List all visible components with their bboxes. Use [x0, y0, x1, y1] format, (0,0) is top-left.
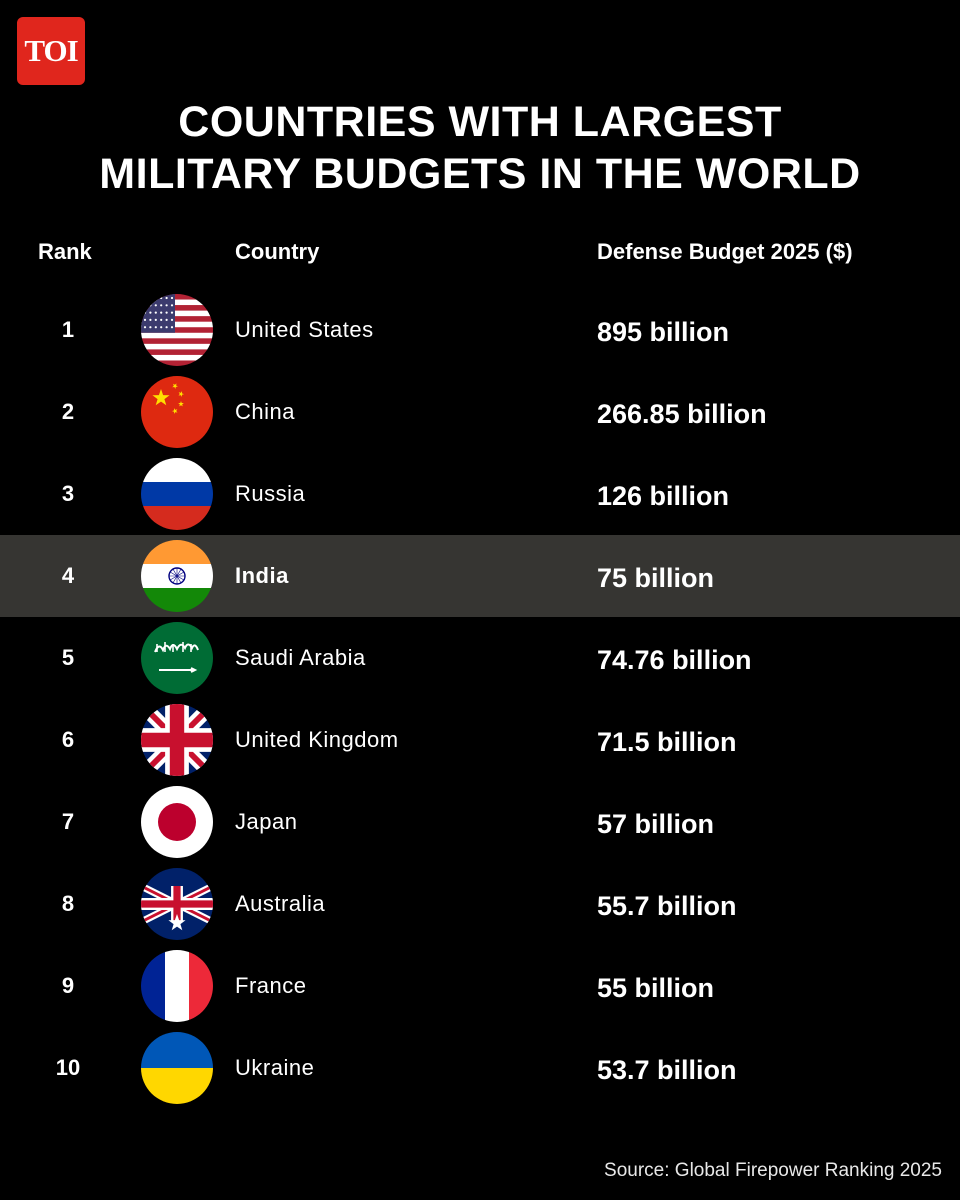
table-row: 3 Russia 126 billion — [0, 453, 960, 535]
table-row: 9 France 55 billion — [0, 945, 960, 1027]
japan-flag-icon — [141, 786, 213, 858]
russia-flag-icon — [141, 458, 213, 530]
budget-cell: 895 billion — [597, 316, 730, 347]
table-row: 5 Saudi Arabia 74.76 billion — [0, 617, 960, 699]
uk-flag-icon — [141, 704, 213, 776]
rank-cell: 5 — [61, 645, 75, 670]
table-row: 1 United States 895 billion — [0, 289, 960, 371]
rank-cell: 3 — [61, 481, 75, 506]
ukraine-flag-icon — [141, 1032, 213, 1104]
table-row: 8 Australia 55.7 billion — [0, 863, 960, 945]
budget-cell: 55.7 billion — [597, 890, 737, 921]
country-cell: Ukraine — [235, 1055, 315, 1080]
country-cell: Saudi Arabia — [235, 645, 366, 670]
australia-flag-icon — [141, 868, 213, 940]
rank-cell: 7 — [61, 809, 75, 834]
country-cell: Japan — [235, 809, 298, 834]
title-line-1: COUNTRIES WITH LARGEST — [178, 98, 782, 146]
title-line-2: MILITARY BUDGETS IN THE WORLD — [99, 150, 861, 198]
country-cell: China — [235, 399, 295, 424]
budget-cell: 57 billion — [597, 808, 715, 839]
rank-cell: 6 — [61, 727, 75, 752]
table-row: 6 United Kingdom 71.5 billion — [0, 699, 960, 781]
source-note: Source: Global Firepower Ranking 2025 — [604, 1160, 942, 1181]
page-title: COUNTRIES WITH LARGEST MILITARY BUDGETS … — [0, 96, 960, 200]
budget-cell: 53.7 billion — [597, 1054, 737, 1085]
rank-cell: 2 — [61, 399, 75, 424]
column-header-country: Country — [235, 239, 320, 264]
china-flag-icon — [141, 376, 213, 448]
rank-cell: 9 — [61, 973, 75, 998]
budget-cell: 55 billion — [597, 972, 715, 1003]
budget-cell: 74.76 billion — [597, 644, 752, 675]
country-cell: Russia — [235, 481, 306, 506]
budget-cell: 75 billion — [597, 562, 715, 593]
budget-cell: 126 billion — [597, 480, 730, 511]
country-cell: India — [235, 563, 289, 588]
country-cell: United States — [235, 317, 374, 342]
france-flag-icon — [141, 950, 213, 1022]
column-header-budget: Defense Budget 2025 ($) — [597, 239, 853, 264]
rank-cell: 10 — [55, 1055, 81, 1080]
india-flag-icon — [141, 540, 213, 612]
table-row: 7 Japan 57 billion — [0, 781, 960, 863]
us-flag-icon — [141, 294, 213, 366]
budget-cell: 71.5 billion — [597, 726, 737, 757]
rank-cell: 8 — [61, 891, 75, 916]
budget-cell: 266.85 billion — [597, 398, 767, 429]
table-row: 4 India 75 billion — [0, 535, 960, 617]
rank-cell: 1 — [61, 317, 75, 342]
country-cell: France — [235, 973, 307, 998]
table-row: 10 Ukraine 53.7 billion — [0, 1027, 960, 1109]
country-cell: United Kingdom — [235, 727, 399, 752]
country-cell: Australia — [235, 891, 326, 916]
table-row: 2 China 266.85 billion — [0, 371, 960, 453]
ranking-table: 1 United States 895 billion 2 China 266.85 bi… — [0, 289, 960, 1109]
column-header-rank: Rank — [38, 239, 92, 264]
rank-cell: 4 — [61, 563, 75, 588]
saudi-arabia-flag-icon — [141, 622, 213, 694]
toi-logo: TOI — [17, 17, 85, 85]
